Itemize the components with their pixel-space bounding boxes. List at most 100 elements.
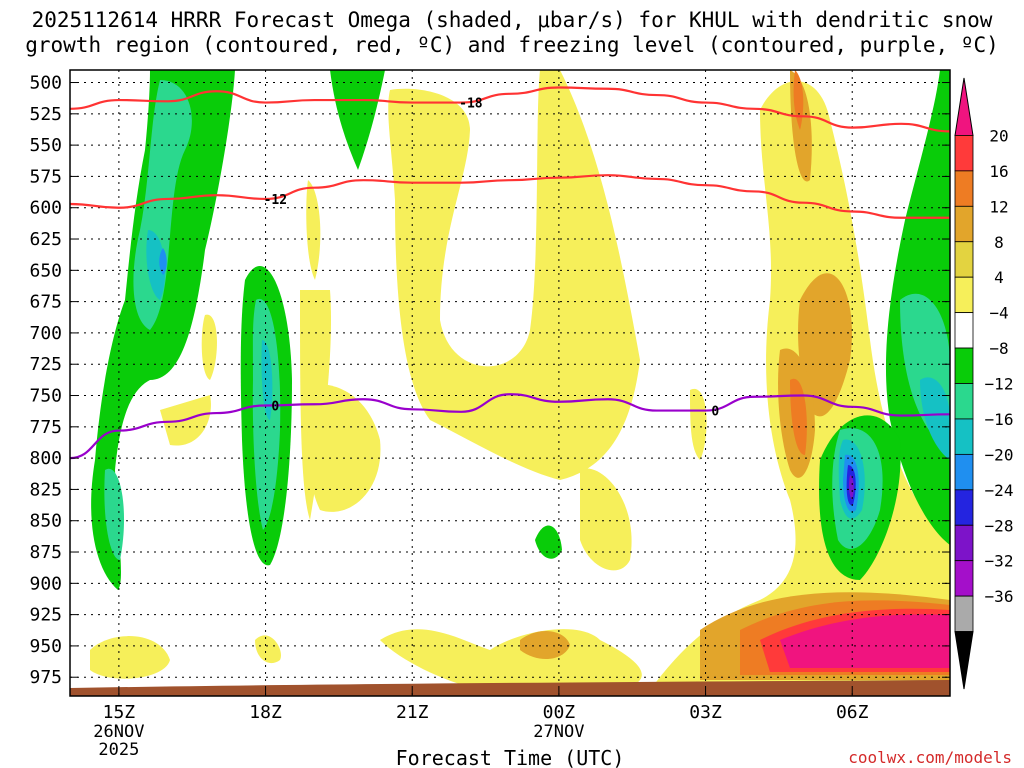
- colorbar-label: −16: [985, 410, 1014, 429]
- contour-label: 0: [711, 405, 719, 420]
- omega-region-38: [848, 475, 854, 500]
- omega-region-22: [91, 70, 235, 590]
- contour-line--12: [70, 174, 950, 219]
- omega-region-24: [146, 230, 166, 300]
- y-tick-label: 825: [29, 479, 62, 500]
- x-tick-year: 2025: [98, 740, 139, 760]
- colorbar-swatch: [954, 135, 974, 172]
- omega-region-9: [380, 629, 642, 690]
- colorbar-swatch: [954, 595, 974, 632]
- colorbar-label: 8: [994, 233, 1004, 252]
- omega-region-29: [261, 340, 273, 420]
- x-tick-label: 03Z: [689, 702, 722, 723]
- omega-region-7: [690, 388, 707, 460]
- colorbar-swatch: [954, 524, 974, 562]
- omega-region-5: [306, 180, 321, 280]
- y-tick-label: 725: [29, 354, 62, 375]
- colorbar-label: −20: [985, 445, 1014, 464]
- y-tick-label: 750: [29, 386, 62, 407]
- omega-region-31: [535, 525, 562, 559]
- y-tick-label: 600: [29, 198, 62, 219]
- omega-region-8: [90, 636, 170, 679]
- omega-region-0: [388, 70, 640, 480]
- x-tick-label: 00Z: [543, 702, 576, 723]
- pressure-axis: 500 525 550 575 600 625 650 675 700 725 750 775 800 8…: [29, 73, 950, 688]
- colorbar-label: 4: [994, 268, 1004, 287]
- x-tick-date: 26NOV: [93, 722, 144, 742]
- y-tick-label: 875: [29, 542, 62, 563]
- colorbar-swatch: [954, 347, 974, 384]
- y-tick-label: 800: [29, 448, 62, 469]
- contour-line-0: [70, 393, 950, 460]
- x-tick-date: 27NOV: [533, 722, 584, 742]
- omega-shading: [70, 70, 950, 696]
- colorbar-swatch: [954, 489, 974, 526]
- omega-region-10: [255, 635, 281, 664]
- omega-region-2: [307, 384, 381, 512]
- y-tick-label: 675: [29, 292, 62, 313]
- contour-label: 0: [271, 400, 279, 415]
- omega-region-30: [330, 70, 385, 170]
- y-tick-label: 925: [29, 605, 62, 626]
- watermark: coolwx.com/models: [848, 748, 1012, 767]
- title-line-1: 2025112614 HRRR Forecast Omega (shaded, …: [31, 8, 993, 32]
- colorbar-label: −24: [985, 481, 1014, 500]
- colorbar-swatch: [954, 383, 974, 420]
- y-tick-label: 850: [29, 511, 62, 532]
- x-tick-label: 18Z: [249, 702, 282, 723]
- colorbar-label: −32: [985, 552, 1014, 571]
- x-tick-label: 06Z: [836, 702, 869, 723]
- colorbar-label: −28: [985, 516, 1014, 535]
- terrain: [70, 680, 950, 696]
- y-tick-label: 625: [29, 229, 62, 250]
- contour-lines: -18 -12 0 0: [70, 86, 950, 460]
- y-tick-label: 775: [29, 417, 62, 438]
- colorbar-label: 16: [989, 162, 1008, 181]
- colorbar-label: −4: [989, 304, 1008, 323]
- x-tick-label: 15Z: [103, 702, 136, 723]
- plot-frame: [69, 69, 951, 697]
- colorbar-label: 20: [989, 126, 1008, 145]
- colorbar-label: 12: [989, 197, 1008, 216]
- chart-title: 2025112614 HRRR Forecast Omega (shaded, …: [0, 8, 1024, 58]
- colorbar-swatch: [954, 312, 974, 349]
- colorbar-swatch: [954, 205, 974, 243]
- title-line-2: growth region (contoured, red, ºC) and f…: [25, 33, 999, 57]
- colorbar-swatch: [954, 418, 974, 455]
- omega-region-14: [798, 273, 852, 417]
- omega-region-16: [790, 378, 807, 455]
- y-tick-label: 975: [29, 667, 62, 688]
- y-tick-label: 575: [29, 166, 62, 187]
- y-tick-label: 700: [29, 323, 62, 344]
- omega-region-6: [580, 468, 632, 571]
- omega-region-40: [920, 377, 950, 460]
- omega-region-25: [159, 248, 167, 275]
- colorbar-swatch: [954, 170, 974, 207]
- colorbar: 20 16 12 8 4 −4 −8 −12 −16 −20 −24 −28 −32 −36: [954, 77, 1014, 690]
- colorbar-cap-top: [954, 77, 974, 136]
- colorbar-swatch: [954, 241, 974, 278]
- y-tick-label: 500: [29, 73, 62, 94]
- omega-region-20: [780, 614, 950, 668]
- omega-region-4: [201, 314, 217, 380]
- colorbar-cap-bottom: [954, 631, 974, 690]
- x-axis-title: Forecast Time (UTC): [396, 746, 625, 768]
- y-tick-label: 650: [29, 260, 62, 281]
- colorbar-label: −36: [985, 587, 1014, 606]
- contour-label: -12: [264, 193, 287, 208]
- contour-label: -18: [459, 97, 483, 112]
- colorbar-swatch: [954, 276, 974, 314]
- colorbar-label: −12: [985, 375, 1014, 394]
- colorbar-swatch: [954, 453, 974, 491]
- x-tick-label: 21Z: [396, 702, 429, 723]
- omega-region-21: [520, 630, 570, 660]
- colorbar-label: −8: [989, 339, 1008, 358]
- y-tick-label: 525: [29, 104, 62, 125]
- colorbar-swatch: [954, 560, 974, 597]
- contour-line--18: [70, 86, 950, 133]
- y-tick-label: 550: [29, 135, 62, 156]
- y-tick-label: 950: [29, 636, 62, 657]
- y-tick-label: 900: [29, 573, 62, 594]
